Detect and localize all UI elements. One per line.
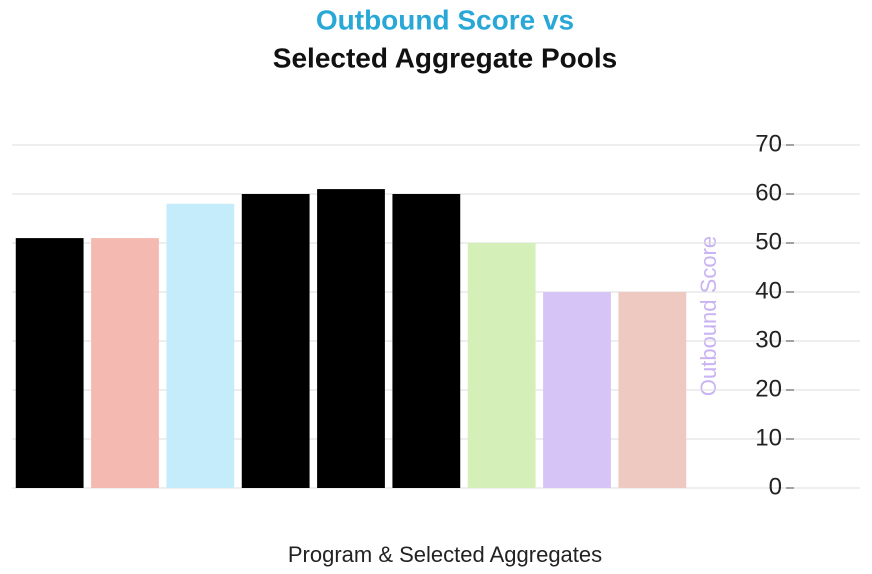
bar bbox=[15, 238, 84, 488]
bar bbox=[317, 189, 385, 488]
chart-subtitle: Selected Aggregate Pools bbox=[273, 42, 617, 73]
bar bbox=[91, 238, 159, 488]
chart-title: Outbound Score vs bbox=[316, 4, 574, 35]
y-tick-label: 10 bbox=[755, 424, 782, 451]
bar bbox=[241, 194, 310, 488]
y-tick-label: 50 bbox=[755, 228, 782, 255]
x-axis-label: Program & Selected Aggregates bbox=[288, 542, 602, 567]
bar bbox=[166, 203, 235, 489]
y-tick-label: 20 bbox=[755, 375, 782, 402]
bar bbox=[467, 243, 536, 488]
y-tick-label: 30 bbox=[755, 326, 782, 353]
y-tick-label: 0 bbox=[769, 473, 782, 500]
y-tick-label: 60 bbox=[755, 179, 782, 206]
bar bbox=[618, 292, 687, 488]
y-axis-label: Outbound Score bbox=[696, 236, 721, 396]
y-tick-label: 40 bbox=[755, 277, 782, 304]
y-tick-label: 70 bbox=[755, 130, 782, 157]
bar bbox=[543, 292, 611, 488]
bar bbox=[392, 194, 461, 488]
